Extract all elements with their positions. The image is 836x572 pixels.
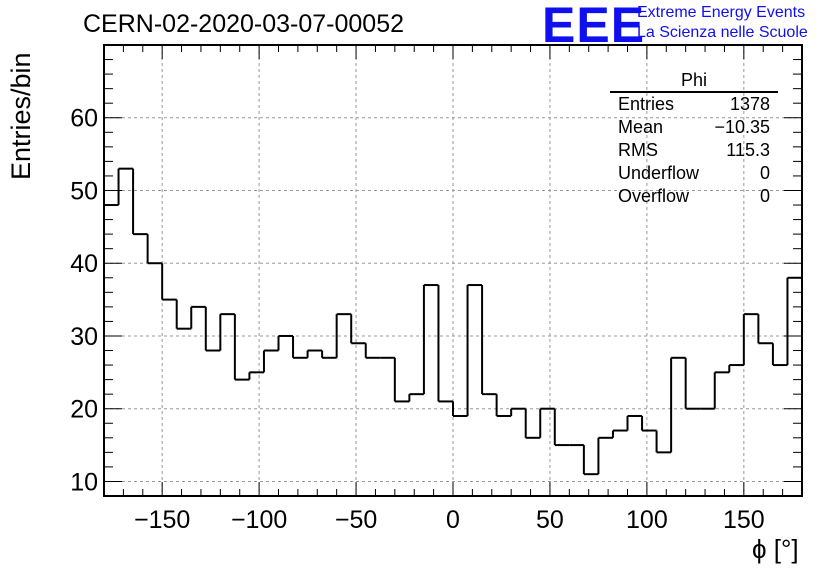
stats-label: Overflow bbox=[618, 186, 690, 206]
histogram-bins bbox=[104, 66, 803, 476]
axis-ticks bbox=[103, 44, 803, 496]
x-tick-label: −50 bbox=[335, 506, 377, 534]
stats-label: Entries bbox=[618, 94, 675, 114]
eee-logo: EEE bbox=[542, 0, 646, 53]
y-tick-label: 10 bbox=[70, 468, 98, 496]
stats-label: Mean bbox=[618, 117, 664, 137]
stats-value: 115.3 bbox=[726, 140, 770, 160]
y-tick-labels: 10 20 30 40 50 60 bbox=[70, 105, 98, 497]
stats-row-rms: RMS 115.3 bbox=[610, 139, 778, 162]
stats-row-mean: Mean −10.35 bbox=[610, 116, 778, 139]
org-name-line2: La Scienza nelle Scuole bbox=[637, 24, 808, 41]
stats-label: Underflow bbox=[618, 163, 700, 183]
y-tick-label: 40 bbox=[70, 250, 98, 278]
stats-row-entries: Entries 1378 bbox=[610, 93, 778, 116]
stats-row-overflow: Overflow 0 bbox=[610, 185, 778, 208]
stats-row-underflow: Underflow 0 bbox=[610, 162, 778, 185]
x-axis-label: ϕ [°] bbox=[752, 534, 799, 564]
org-name-line1: Extreme Energy Events bbox=[637, 4, 806, 21]
stats-value: 0 bbox=[759, 163, 770, 183]
x-tick-label: 150 bbox=[723, 506, 765, 534]
stats-label: RMS bbox=[618, 140, 658, 160]
x-tick-label: 100 bbox=[626, 506, 668, 534]
y-tick-label: 50 bbox=[70, 177, 98, 205]
stats-title: Phi bbox=[610, 70, 778, 93]
stats-value: −10.35 bbox=[714, 117, 770, 137]
x-tick-labels: −150 −100 −50 0 50 100 150 bbox=[134, 506, 765, 534]
x-tick-label: −100 bbox=[231, 506, 287, 534]
stats-value: 0 bbox=[759, 186, 770, 206]
y-tick-label: 60 bbox=[70, 105, 98, 133]
stats-box: Phi Entries 1378 Mean −10.35 RMS 115.3 U… bbox=[610, 70, 778, 208]
stats-value: 1378 bbox=[729, 94, 770, 114]
y-tick-label: 20 bbox=[70, 396, 98, 424]
y-axis-label: Entries/bin bbox=[6, 52, 36, 180]
y-tick-label: 30 bbox=[70, 323, 98, 351]
x-tick-label: 0 bbox=[446, 506, 460, 534]
chart-title: CERN-02-2020-03-07-00052 bbox=[83, 10, 405, 38]
x-tick-label: 50 bbox=[536, 506, 564, 534]
x-tick-label: −150 bbox=[134, 506, 190, 534]
